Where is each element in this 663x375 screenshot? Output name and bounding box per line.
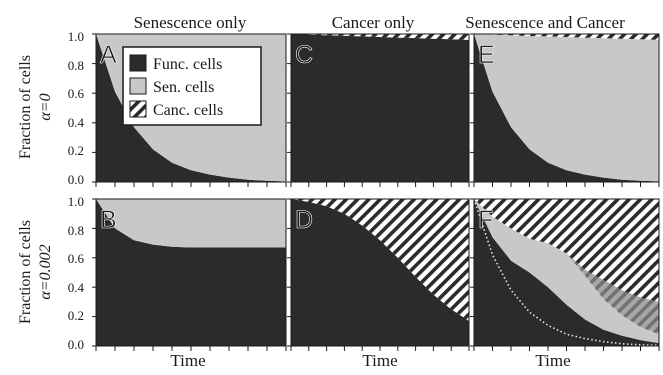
area-functional-cells	[474, 199, 659, 346]
panel-letter-d: D	[295, 206, 313, 234]
legend-label-functional: Func. cells	[153, 56, 222, 73]
ytick-label: 0.2	[68, 143, 84, 158]
area-shaded-band	[566, 253, 659, 335]
ytick-label: 0.4	[68, 280, 85, 295]
ytick-label: 1.0	[68, 194, 84, 209]
legend-label-cancer: Canc. cells	[153, 102, 223, 119]
area-functional-cells	[96, 34, 286, 182]
dotted-reference-line	[474, 199, 659, 346]
row-1-alpha-label: α=0	[37, 93, 54, 120]
ytick-label: 0.0	[68, 337, 84, 352]
legend-swatch-functional	[129, 54, 147, 72]
area-cancer-cells	[291, 34, 469, 40]
yticks-row-1: 1.0 0.8 0.6 0.4 0.2 0.0	[68, 29, 85, 187]
yticks-row-2: 1.0 0.8 0.6 0.4 0.2 0.0	[68, 194, 85, 352]
area-senescent-cells	[96, 199, 286, 248]
panel-d: D	[287, 198, 470, 351]
ytick-label: 0.2	[68, 308, 84, 323]
area-cancer-cells	[474, 34, 659, 40]
panel-b: B	[92, 198, 287, 351]
ytick-label: 0.6	[68, 251, 85, 266]
column-title-senescence-and-cancer: Senescence and Cancer	[465, 13, 625, 32]
panel-letter-b: B	[100, 206, 117, 234]
panels: A B C D E F	[92, 33, 660, 351]
panel-letter-f: F	[478, 206, 493, 234]
area-senescent-cells	[474, 34, 659, 182]
panel-c: C	[287, 33, 470, 187]
area-functional-cells	[96, 199, 286, 346]
column-title-cancer-only: Cancer only	[332, 13, 415, 32]
panel-letter-c: C	[295, 41, 313, 69]
ytick-label: 0.4	[68, 115, 85, 130]
legend: Func. cells Sen. cells Canc. cells	[122, 46, 262, 126]
area-functional-cells	[291, 34, 469, 182]
ytick-label: 0.6	[68, 86, 85, 101]
area-functional-cells	[474, 34, 659, 182]
legend-swatch-senescent	[129, 77, 147, 95]
ytick-label: 1.0	[68, 29, 84, 44]
panel-letter-a: A	[100, 41, 117, 69]
ytick-label: 0.8	[68, 223, 84, 238]
legend-swatch-cancer	[129, 100, 147, 118]
panel-letter-e: E	[478, 41, 495, 69]
row-2-ylabel: Fraction of cells	[17, 220, 34, 324]
column-title-senescence-only: Senescence only	[134, 13, 247, 32]
ytick-label: 0.0	[68, 172, 84, 187]
xlabel-col3: Time	[535, 351, 570, 370]
xlabel-col2: Time	[362, 351, 397, 370]
panel-f: F	[470, 198, 660, 351]
area-senescent-cells	[474, 199, 659, 344]
row-1-ylabel: Fraction of cells	[17, 55, 34, 159]
legend-label-senescent: Sen. cells	[153, 79, 214, 96]
row-2-alpha-label: α=0.002	[37, 244, 54, 299]
panel-e: E	[470, 33, 660, 187]
area-functional-cells	[291, 199, 469, 346]
xlabel-col1: Time	[170, 351, 205, 370]
ytick-label: 0.8	[68, 58, 84, 73]
area-cancer-cells	[291, 199, 469, 321]
